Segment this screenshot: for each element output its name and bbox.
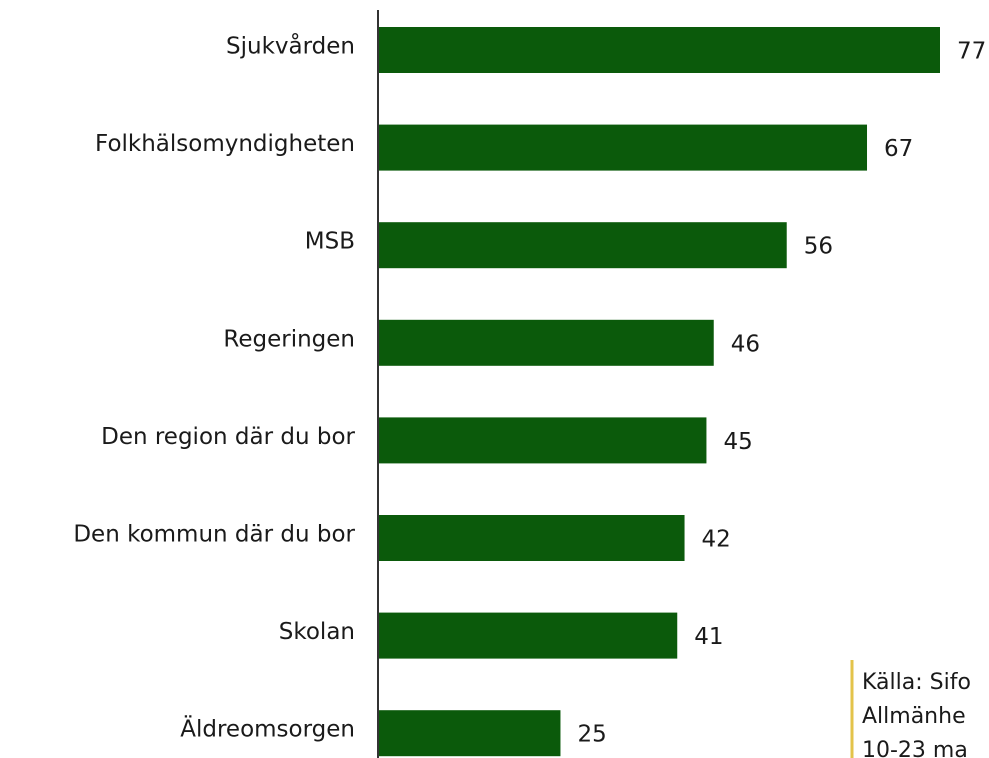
value-label: 25 — [577, 722, 606, 748]
source-note: Källa: Sifo — [862, 670, 971, 695]
source-note: Allmänhe — [862, 704, 966, 729]
category-label: Folkhälsomyndigheten — [95, 131, 355, 157]
source-note: 10-23 ma — [862, 738, 968, 758]
category-label: MSB — [305, 229, 355, 255]
value-label: 41 — [694, 624, 723, 650]
category-label: Den kommun där du bor — [73, 522, 355, 548]
bar — [379, 710, 561, 757]
bar — [379, 27, 940, 73]
category-label: Sjukvården — [226, 32, 355, 60]
value-label: 56 — [804, 234, 833, 260]
value-label: 77 — [957, 39, 986, 65]
bar — [379, 124, 868, 171]
category-label: Äldreomsorgen — [180, 715, 355, 743]
category-label: Regeringen — [223, 326, 355, 352]
bar — [379, 222, 787, 269]
bar — [379, 612, 678, 659]
bar — [379, 515, 685, 561]
bar — [379, 319, 714, 366]
value-label: 42 — [702, 527, 731, 553]
value-label: 46 — [731, 331, 760, 357]
value-label: 45 — [723, 429, 752, 455]
category-label: Den region där du bor — [101, 424, 355, 450]
value-label: 67 — [884, 136, 913, 162]
category-label: Skolan — [279, 619, 355, 645]
bar — [379, 417, 707, 464]
